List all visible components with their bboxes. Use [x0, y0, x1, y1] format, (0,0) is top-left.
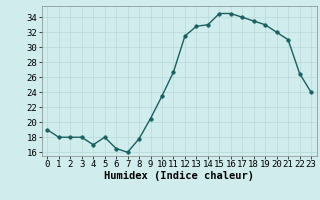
- X-axis label: Humidex (Indice chaleur): Humidex (Indice chaleur): [104, 171, 254, 181]
